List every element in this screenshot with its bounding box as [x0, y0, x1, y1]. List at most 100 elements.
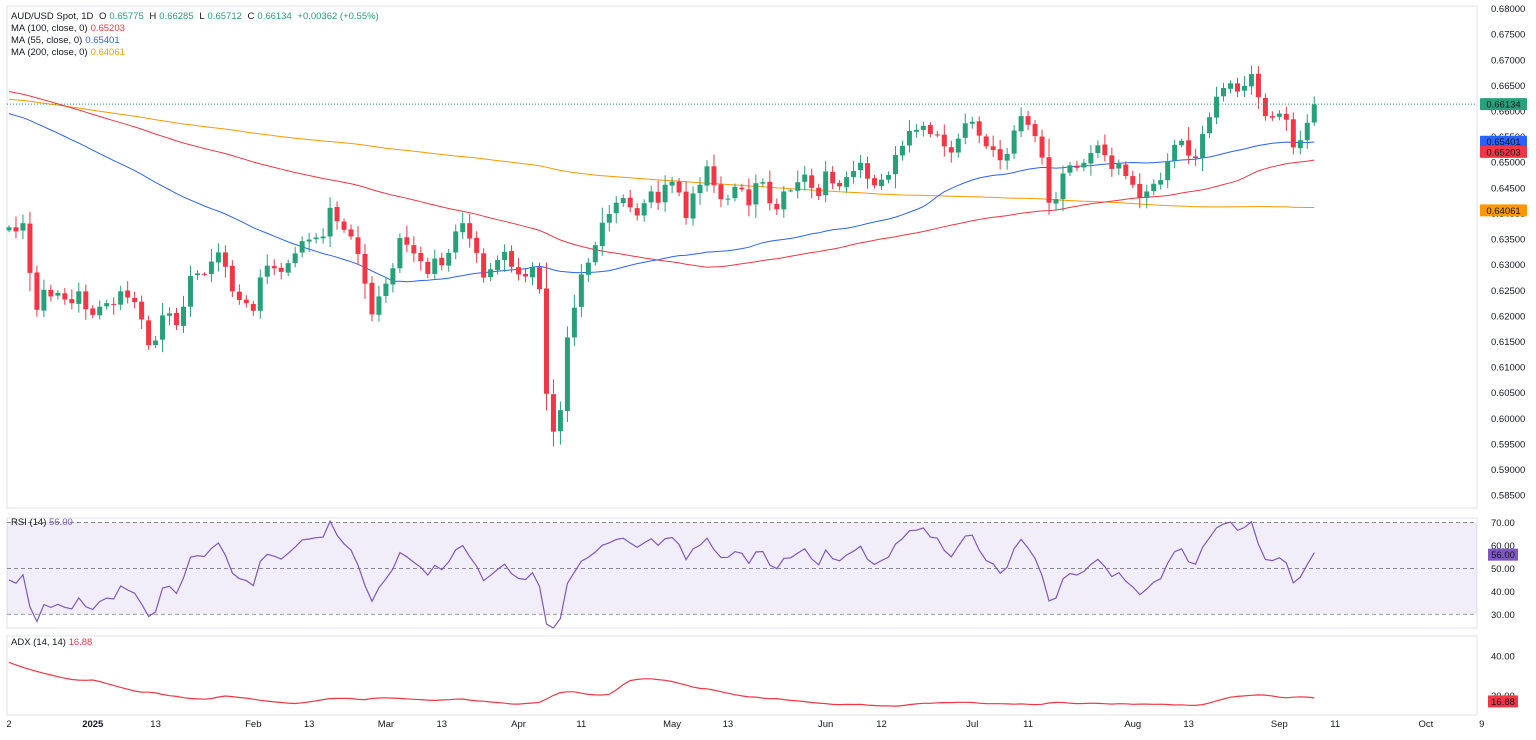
candle-body — [111, 303, 117, 305]
rsi-label: RSI (14) — [11, 517, 47, 528]
price-tick-label: 0.62000 — [1491, 311, 1525, 322]
time-axis-label: 9 — [1479, 719, 1484, 730]
candle-body — [341, 221, 347, 230]
ma100-line — [8, 91, 1315, 268]
open-value: 0.65775 — [109, 11, 144, 22]
candle-body — [229, 265, 235, 292]
candle-body — [781, 191, 787, 210]
candle-body — [1241, 85, 1247, 91]
rsi-value-tag: 56.00 — [1491, 550, 1515, 561]
candle-body — [1137, 183, 1143, 198]
ma100-label: MA (100, close, 0) — [11, 23, 88, 34]
candle-body — [767, 181, 773, 204]
candle-body — [1290, 119, 1296, 148]
candle-body — [592, 245, 598, 263]
candle-body — [1234, 83, 1240, 92]
time-axis-label: 13 — [723, 719, 734, 730]
candle-body — [390, 268, 396, 285]
ma55-label: MA (55, close, 0) — [11, 35, 83, 46]
candle-body — [383, 283, 389, 297]
candle-body — [20, 223, 26, 231]
candle-body — [823, 171, 829, 196]
low-label: L — [199, 11, 205, 22]
candle-body — [446, 252, 452, 266]
candle-body — [181, 306, 186, 326]
candle-body — [132, 297, 138, 303]
time-axis-label: 13 — [304, 719, 315, 730]
candle-body — [879, 179, 884, 187]
candle-body — [167, 313, 173, 316]
ma200-label: MA (200, close, 0) — [11, 47, 88, 58]
candle-body — [1060, 173, 1066, 200]
ma200-legend: MA (200, close, 0) 0.64061 — [11, 47, 128, 59]
candle-body — [502, 251, 508, 261]
candle-body — [683, 191, 689, 219]
price-tick-label: 0.60500 — [1491, 388, 1525, 399]
price-tick-label: 0.65000 — [1491, 158, 1525, 169]
candle-body — [397, 238, 403, 269]
price-pane — [6, 5, 1478, 509]
price-tick-label: 0.58500 — [1491, 491, 1525, 502]
candle-body — [983, 136, 989, 147]
candle-body — [690, 193, 696, 219]
time-axis-label: 2025 — [82, 719, 104, 730]
candle-body — [899, 145, 905, 156]
ma200-tag: 0.64061 — [1486, 206, 1520, 217]
candle-body — [1025, 116, 1031, 125]
candle-body — [264, 265, 270, 277]
candle-body — [334, 207, 340, 222]
time-axis-label: 13 — [150, 719, 161, 730]
candle-body — [969, 121, 975, 124]
candle-body — [27, 223, 33, 273]
ma200-value: 0.64061 — [90, 47, 125, 58]
time-axis-label: May — [663, 719, 681, 730]
open-label: O — [99, 11, 107, 22]
candle-body — [788, 190, 794, 192]
candle-body — [404, 237, 410, 245]
time-axis-label: Oct — [1419, 719, 1434, 730]
candle-body — [1179, 140, 1185, 146]
candle-body — [620, 198, 626, 204]
candle-body — [467, 223, 473, 239]
candle-body — [906, 130, 912, 146]
candle-body — [348, 229, 354, 237]
candle-body — [1116, 163, 1122, 169]
candle-body — [1193, 156, 1199, 159]
candle-body — [997, 149, 1003, 161]
candle-body — [599, 222, 605, 247]
candle-body — [837, 182, 843, 187]
candle-body — [174, 312, 180, 326]
adx-value: 16.88 — [68, 637, 93, 648]
adx-value-tag: 16.88 — [1491, 697, 1515, 708]
rsi-tick-label: 30.00 — [1491, 610, 1515, 621]
candle-body — [1046, 157, 1052, 203]
candle-body — [208, 261, 214, 275]
candle-body — [48, 289, 54, 297]
candle-body — [704, 166, 710, 186]
candle-body — [1011, 130, 1017, 154]
candle-body — [830, 171, 836, 184]
candle-body — [858, 162, 864, 171]
time-axis-label: Sep — [1271, 719, 1288, 730]
candle-body — [453, 231, 459, 253]
price-tick-label: 0.67500 — [1491, 30, 1525, 41]
candle-body — [578, 274, 584, 307]
adx-value-tag-bg — [1488, 695, 1518, 708]
candle-body — [606, 213, 612, 223]
candle-body — [627, 197, 633, 208]
candle-body — [795, 182, 801, 191]
candle-body — [711, 166, 717, 186]
high-value: 0.66285 — [159, 11, 194, 22]
adx-tick-label: 40.00 — [1491, 651, 1515, 662]
candle-body — [418, 253, 424, 262]
candle-body — [6, 227, 12, 231]
candle-body — [153, 340, 159, 346]
close-label: C — [247, 11, 255, 22]
candle-body — [530, 267, 535, 278]
candle-body — [13, 227, 19, 232]
time-axis-label: 12 — [876, 719, 887, 730]
candle-body — [362, 253, 368, 284]
candle-body — [125, 290, 131, 298]
candle-body — [962, 123, 968, 138]
candle-body — [774, 204, 780, 210]
